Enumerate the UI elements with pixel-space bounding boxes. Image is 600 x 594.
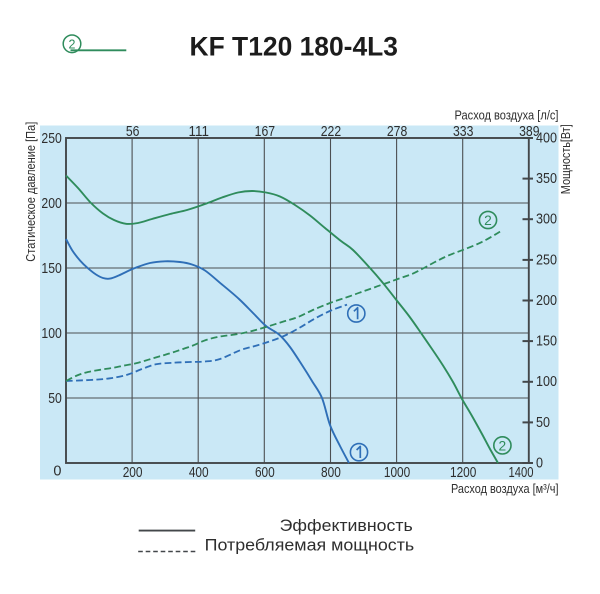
- svg-text:250: 250: [41, 131, 61, 147]
- svg-text:1000: 1000: [384, 465, 410, 481]
- svg-text:600: 600: [255, 465, 275, 481]
- svg-text:200: 200: [123, 465, 143, 481]
- svg-text:Статическое давление [Па]: Статическое давление [Па]: [23, 122, 38, 262]
- svg-text:0: 0: [536, 455, 543, 471]
- svg-text:2: 2: [499, 438, 507, 453]
- svg-text:111: 111: [189, 124, 209, 140]
- svg-text:100: 100: [536, 374, 557, 390]
- svg-text:1400: 1400: [509, 465, 534, 481]
- svg-text:389: 389: [519, 124, 539, 140]
- svg-text:100: 100: [41, 326, 61, 342]
- svg-text:2: 2: [484, 213, 492, 228]
- svg-text:400: 400: [189, 465, 209, 481]
- svg-text:150: 150: [41, 261, 61, 277]
- svg-text:800: 800: [321, 465, 341, 481]
- svg-text:56: 56: [126, 124, 140, 140]
- svg-text:400: 400: [536, 130, 557, 146]
- svg-text:150: 150: [536, 334, 557, 350]
- svg-text:250: 250: [536, 252, 557, 268]
- svg-text:Расход воздуха [м³/ч]: Расход воздуха [м³/ч]: [451, 481, 559, 496]
- svg-text:Мощность[Вт]: Мощность[Вт]: [558, 124, 573, 194]
- svg-text:167: 167: [255, 124, 275, 140]
- svg-text:200: 200: [41, 196, 61, 212]
- svg-text:Расход воздуха [л/с]: Расход воздуха [л/с]: [455, 108, 559, 123]
- svg-text:Потребляемая мощность: Потребляемая мощность: [205, 537, 415, 555]
- svg-text:Эффективность: Эффективность: [280, 517, 413, 535]
- svg-text:50: 50: [48, 391, 62, 407]
- svg-text:333: 333: [453, 124, 473, 140]
- svg-text:350: 350: [536, 171, 557, 187]
- svg-text:KF T120 180-4L3: KF T120 180-4L3: [190, 31, 399, 61]
- svg-text:2: 2: [69, 37, 76, 51]
- svg-text:300: 300: [536, 212, 557, 228]
- svg-text:0: 0: [53, 464, 61, 480]
- svg-text:1200: 1200: [450, 465, 476, 481]
- svg-text:222: 222: [321, 124, 341, 140]
- svg-text:200: 200: [536, 293, 557, 309]
- svg-text:50: 50: [536, 415, 550, 431]
- svg-text:278: 278: [387, 124, 407, 140]
